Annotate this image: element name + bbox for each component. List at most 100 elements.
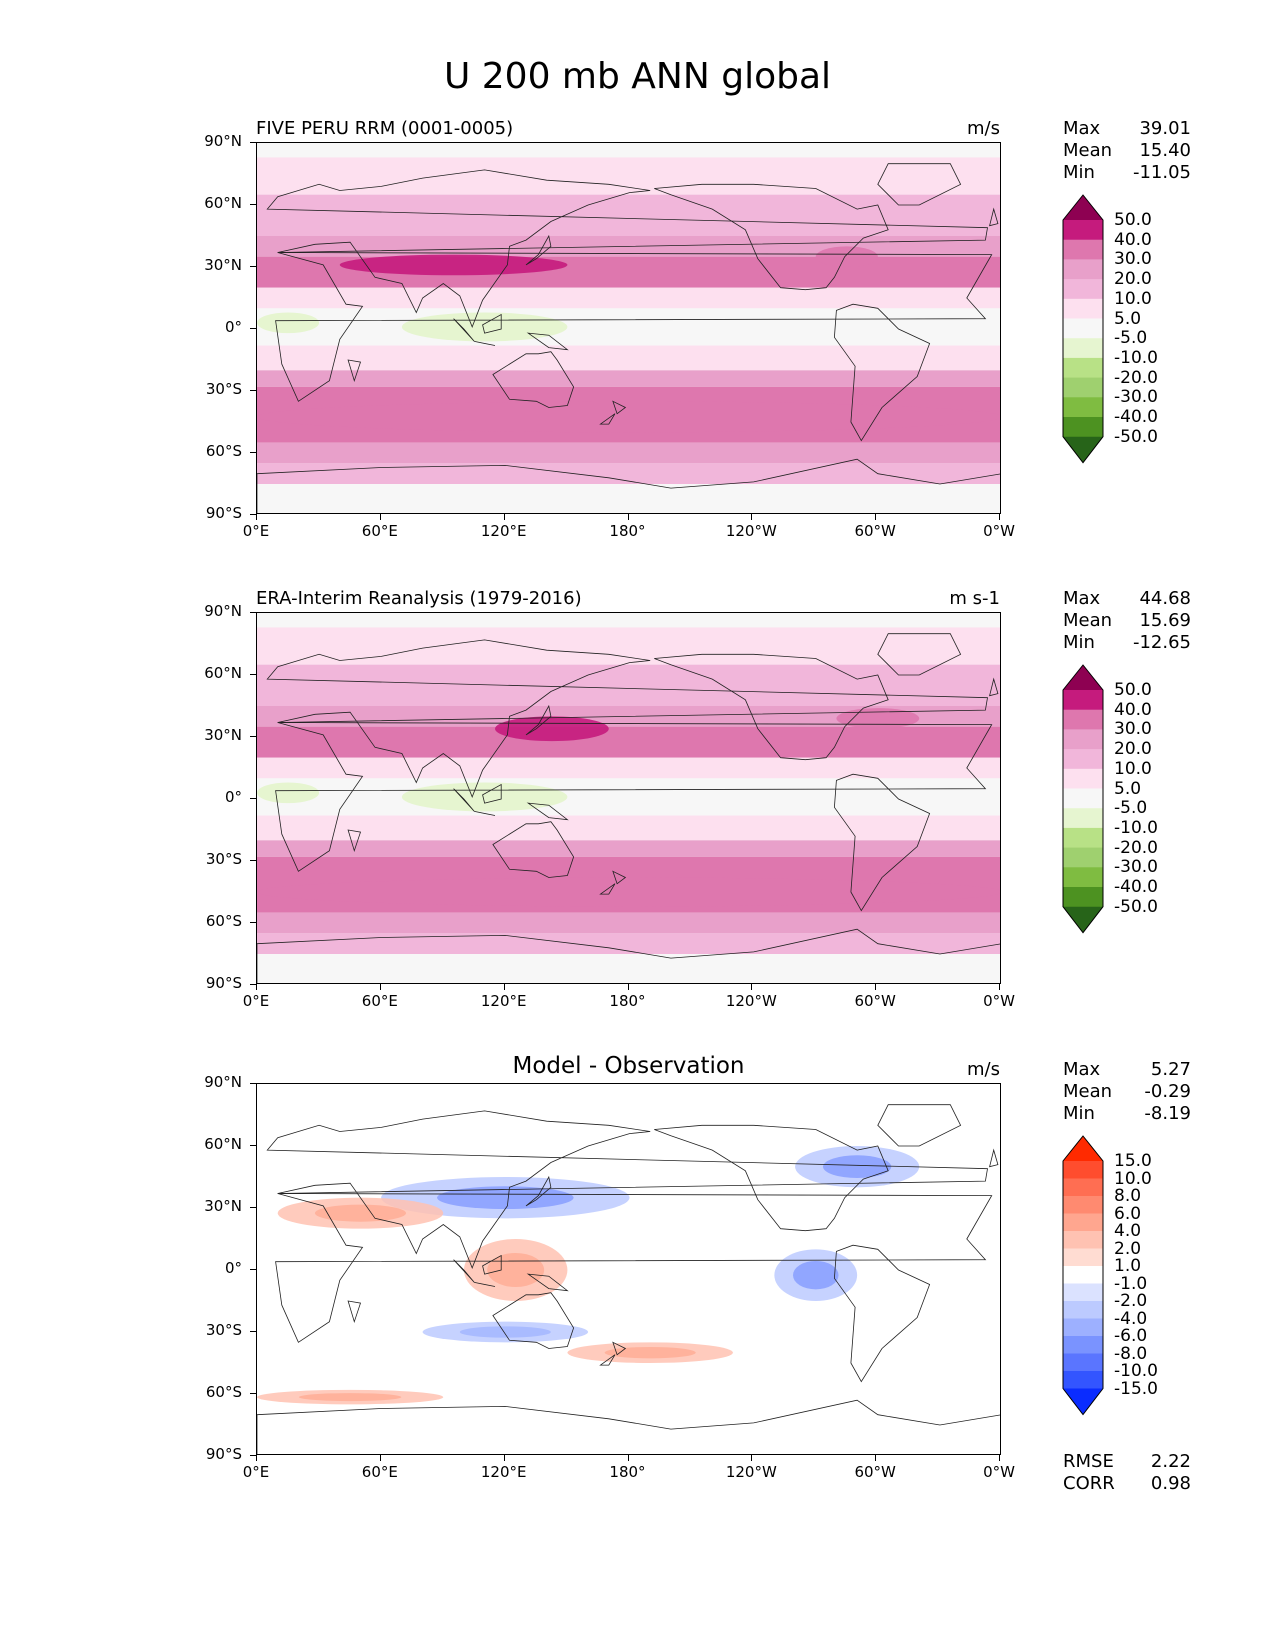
lat-tick-mark [250,1331,256,1332]
stat-min-value: -11.05 [1132,162,1191,183]
colorbar-tick-label: 4.0 [1114,1221,1142,1241]
coastline-path [989,207,999,227]
colorbar-bin [1063,1318,1103,1337]
coastline-path [526,802,569,821]
coastline-path [989,1148,999,1168]
colorbar-extend-max [1063,195,1103,220]
coastline-path [347,359,362,383]
lon-tick-mark [503,984,505,990]
coastline-path [654,1124,889,1232]
lat-tick-label: 90°S [205,974,242,992]
panel-units: m/s [967,1059,1000,1080]
field-band [257,484,1000,513]
lon-tick-label: 120°W [725,1463,777,1481]
colorbar-bin [1063,749,1103,770]
lon-tick-mark [256,514,257,520]
field-band [257,613,1000,628]
coastline-path [453,788,475,812]
map-plot [257,1104,1000,1454]
rmse-value: 2.22 [1150,1451,1191,1472]
field-bands [257,143,1000,513]
field-band [257,912,1000,934]
lon-tick-mark [256,1455,257,1461]
lon-tick-label: 0°E [242,992,270,1010]
lat-tick-label: 60°N [204,664,242,682]
lat-tick-label: 60°N [204,1135,242,1153]
colorbar-extend-max [1063,1136,1103,1161]
colorbar-outline [1062,1135,1104,1416]
colorbar-tick-label: 50.0 [1114,680,1152,700]
lat-tick-mark [250,328,256,329]
colorbar-tick-label: 30.0 [1114,249,1152,270]
coastline-path [347,1300,362,1324]
coastline-path [612,1341,627,1356]
lon-tick-label: 180° [609,992,646,1010]
colorbar-bin [1063,338,1103,359]
colorbar-tick-label: -15.0 [1114,1378,1158,1399]
stat-min-label: Min [1063,632,1095,653]
lon-tick-label: 0°W [983,522,1015,540]
lon-tick-label: 60°E [361,522,398,540]
coastline-path [526,332,569,351]
lat-tick-label: 90°N [204,1073,242,1091]
difference-core [604,1346,696,1359]
difference-core [822,1155,892,1179]
lat-tick-mark [250,390,256,391]
lon-tick-mark [503,514,505,520]
stat-max-value: 39.01 [1139,118,1191,139]
panel-units: m/s [967,118,1000,139]
colorbar-tick-label: 15.0 [1114,1151,1152,1171]
coastline-path [474,1282,496,1287]
lon-tick-mark [256,984,257,990]
stat-max-label: Max [1063,588,1101,609]
coastline-path [266,639,988,798]
map-area [256,612,1001,984]
coastline-path [482,313,502,334]
stat-max-label: Max [1063,118,1101,139]
lon-tick-label: 180° [609,1463,646,1481]
lat-tick-label: 0° [224,1259,242,1277]
colorbar-tick-label: -8.0 [1114,1343,1148,1364]
panel-title: ERA-Interim Reanalysis (1979-2016) [256,588,582,609]
jet-cores [257,246,1000,433]
lon-tick-label: 60°W [854,1463,896,1481]
lon-tick-mark [999,1455,1000,1461]
coastline-path [266,169,988,328]
colorbar-bin [1063,397,1103,418]
lat-tick-mark [250,984,256,985]
colorbar-bin [1063,1283,1103,1302]
panel-units: m s-1 [949,588,1000,609]
difference-core [437,1186,574,1210]
stat-min-label: Min [1063,1103,1095,1124]
colorbar-bin [1063,690,1103,711]
field-band [257,442,1000,464]
coastline-path [654,183,889,291]
colorbar-svg [1062,194,1104,464]
colorbar-tick-label: 5.0 [1114,308,1142,329]
coastline-path [474,811,496,816]
jet-core [494,716,609,742]
colorbar-bin [1063,1161,1103,1179]
lat-tick-label: 30°N [204,1197,242,1215]
panel-title: FIVE PERU RRM (0001-0005) [256,118,514,139]
field-band [257,954,1000,983]
colorbar-tick-label: -10.0 [1114,1361,1158,1381]
colorbar-bin [1063,768,1103,789]
lon-tick-label: 120°W [725,522,777,540]
lon-tick-mark [751,1455,753,1461]
lon-tick-label: 60°W [854,522,896,540]
lon-tick-label: 60°E [361,1463,398,1481]
lat-tick-label: 90°N [204,602,242,620]
colorbar-bin [1063,239,1103,260]
lon-tick-label: 120°E [480,1463,527,1481]
stat-mean-value: 15.69 [1139,610,1191,631]
colorbar-tick-label: -40.0 [1114,407,1158,427]
colorbar-tick-label: -4.0 [1114,1308,1148,1329]
lon-tick-mark [627,984,629,990]
coastline-path [453,318,475,342]
coastlines [257,633,1000,983]
colorbar-extend-min [1063,436,1103,463]
field-band [257,726,1000,758]
easterly-patch [401,782,568,812]
colorbar-bin [1063,1213,1103,1232]
